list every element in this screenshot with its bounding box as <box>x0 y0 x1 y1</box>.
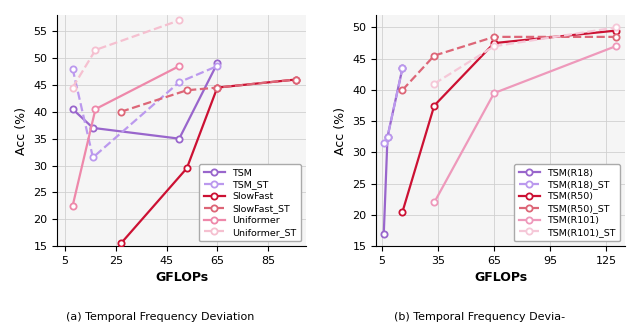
Line: SlowFast_ST: SlowFast_ST <box>118 76 299 115</box>
Legend: TSM, TSM_ST, SlowFast, SlowFast_ST, Uniformer, Uniformer_ST: TSM, TSM_ST, SlowFast, SlowFast_ST, Unif… <box>200 164 301 242</box>
SlowFast <box>117 242 125 245</box>
TSM(R50)_ST <box>612 35 620 39</box>
TSM(R18) <box>399 66 406 70</box>
SlowFast_ST <box>214 86 221 90</box>
TSM(R101) <box>612 44 620 48</box>
TSM <box>89 126 97 130</box>
Uniformer <box>68 204 76 208</box>
TSM(R50) <box>399 210 406 214</box>
TSM <box>214 62 221 65</box>
Line: TSM(R50)_ST: TSM(R50)_ST <box>399 34 619 93</box>
TSM(R101) <box>431 201 438 204</box>
X-axis label: GFLOPs: GFLOPs <box>155 271 208 284</box>
TSM(R18)_ST <box>383 135 391 139</box>
Line: TSM: TSM <box>70 60 220 142</box>
Line: TSM(R101): TSM(R101) <box>431 43 619 205</box>
TSM(R50)_ST <box>399 88 406 92</box>
TSM(R101) <box>490 91 498 95</box>
Uniformer_ST <box>68 86 76 90</box>
Line: SlowFast: SlowFast <box>118 76 299 247</box>
Line: TSM(R18)_ST: TSM(R18)_ST <box>381 65 406 146</box>
TSM(R50) <box>612 29 620 33</box>
TSM(R101)_ST <box>431 82 438 86</box>
TSM(R50) <box>431 104 438 108</box>
Uniformer_ST <box>92 48 99 52</box>
TSM(R18)_ST <box>399 66 406 70</box>
Y-axis label: Acc (%): Acc (%) <box>334 107 347 155</box>
Uniformer_ST <box>175 18 183 22</box>
TSM_ST <box>214 64 221 68</box>
SlowFast_ST <box>292 78 300 81</box>
Line: TSM(R50): TSM(R50) <box>399 27 619 215</box>
TSM_ST <box>89 156 97 159</box>
TSM <box>68 107 76 111</box>
SlowFast <box>292 78 300 81</box>
TSM(R50)_ST <box>431 54 438 58</box>
TSM(R101)_ST <box>490 44 498 48</box>
TSM_ST <box>68 67 76 71</box>
TSM(R18)_ST <box>380 141 388 145</box>
TSM(R50) <box>490 41 498 45</box>
Legend: TSM(R18), TSM(R18)_ST, TSM(R50), TSM(R50)_ST, TSM(R101), TSM(R101)_ST: TSM(R18), TSM(R18)_ST, TSM(R50), TSM(R50… <box>514 164 620 242</box>
Uniformer <box>92 107 99 111</box>
Line: Uniformer: Uniformer <box>70 63 182 209</box>
TSM(R18) <box>380 232 388 236</box>
TSM(R18) <box>383 135 391 139</box>
SlowFast <box>183 166 191 170</box>
Line: TSM(R101)_ST: TSM(R101)_ST <box>431 24 619 87</box>
Line: TSM(R18): TSM(R18) <box>381 65 406 237</box>
TSM(R50)_ST <box>490 35 498 39</box>
X-axis label: GFLOPs: GFLOPs <box>474 271 527 284</box>
Line: TSM_ST: TSM_ST <box>70 63 220 161</box>
Text: (a) Temporal Frequency Deviation: (a) Temporal Frequency Deviation <box>66 312 254 322</box>
Y-axis label: Acc (%): Acc (%) <box>15 107 28 155</box>
SlowFast_ST <box>117 110 125 114</box>
TSM <box>175 137 183 141</box>
Text: (b) Temporal Frequency Devia-: (b) Temporal Frequency Devia- <box>394 312 566 322</box>
TSM_ST <box>175 80 183 84</box>
TSM(R101)_ST <box>612 25 620 29</box>
Uniformer <box>175 64 183 68</box>
SlowFast_ST <box>183 88 191 92</box>
Line: Uniformer_ST: Uniformer_ST <box>70 17 182 91</box>
SlowFast <box>214 86 221 90</box>
